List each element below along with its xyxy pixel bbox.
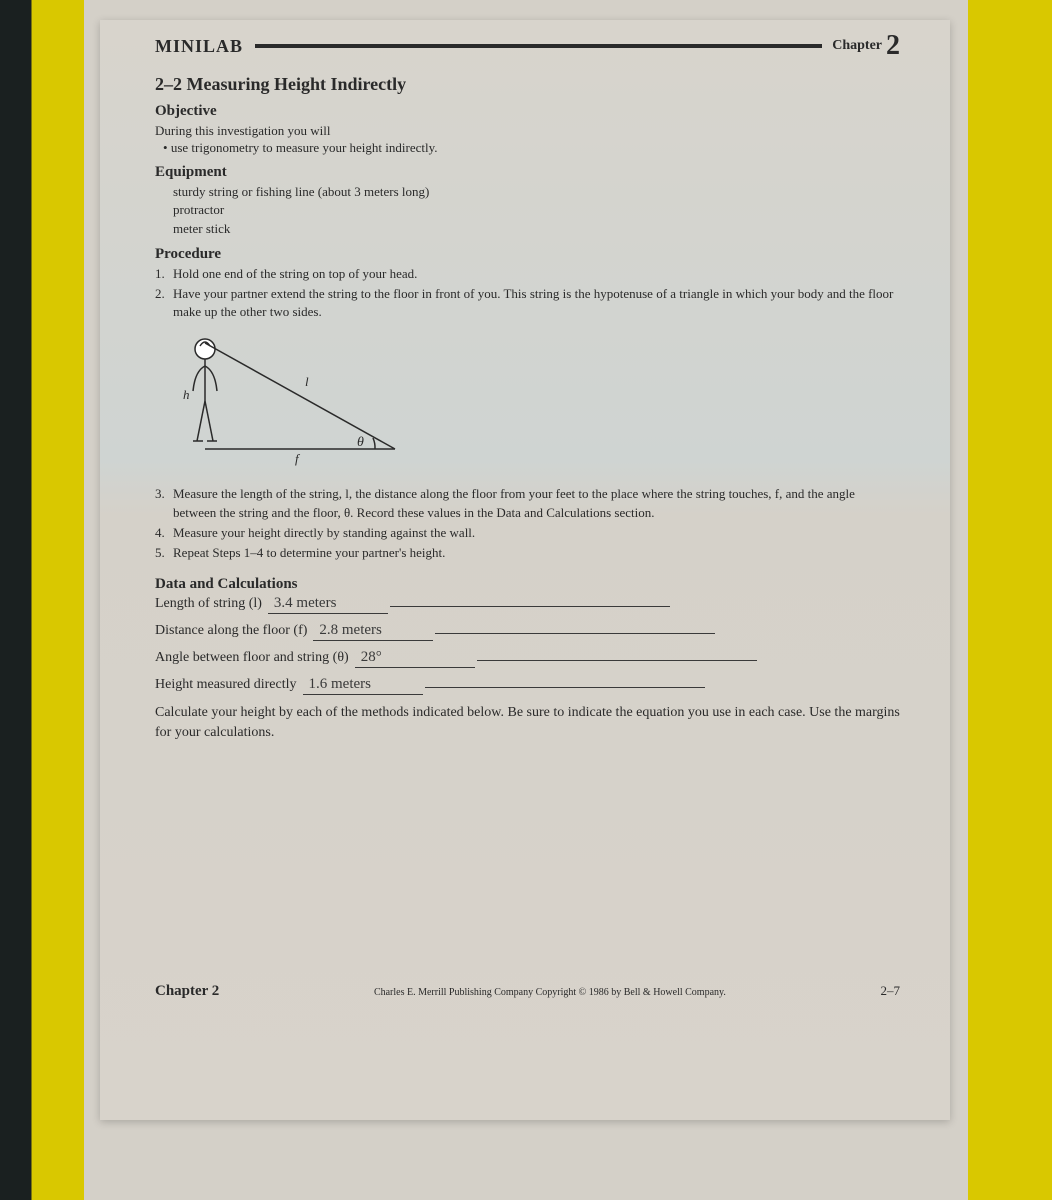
footer-copyright: Charles E. Merrill Publishing Company Co… [374,987,726,998]
equipment-item-1: protractor [155,201,900,219]
equipment-item-0: sturdy string or fishing line (about 3 m… [155,183,900,201]
objective-bullet: use trigonometry to measure your height … [155,140,900,156]
diagram-label-theta: θ [357,435,364,450]
data-label: Length of string (l) [155,596,262,612]
data-row: Length of string (l) 3.4 meters [155,595,900,614]
data-label: Distance along the floor (f) [155,623,307,639]
footer: Chapter 2 Charles E. Merrill Publishing … [155,983,900,1000]
procedure-step-text: Measure the length of the string, l, the… [173,485,900,521]
section-title: 2–2 Measuring Height Indirectly [155,74,900,95]
procedure-step: 2.Have your partner extend the string to… [155,285,900,321]
chapter-number: 2 [886,30,900,62]
diagram-label-f: f [295,451,301,466]
fill-line [435,633,715,634]
diagram-label-h: h [183,387,190,402]
calculation-instruction: Calculate your height by each of the met… [155,703,900,742]
procedure-step: 1.Hold one end of the string on top of y… [155,265,900,283]
footer-page: 2–7 [881,983,901,999]
procedure-step-text: Hold one end of the string on top of you… [173,265,417,283]
procedure-step-text: Measure your height directly by standing… [173,524,475,542]
objective-heading: Objective [155,103,900,120]
data-label: Angle between floor and string (θ) [155,650,349,666]
chapter-label: Chapter [832,38,882,54]
procedure-step: 3.Measure the length of the string, l, t… [155,485,900,521]
procedure-step: 4.Measure your height directly by standi… [155,524,900,542]
fill-line [425,687,705,688]
equipment-heading: Equipment [155,164,900,181]
procedure-step-text: Have your partner extend the string to t… [173,285,900,321]
data-value-handwritten: 1.6 meters [303,676,423,695]
data-value-handwritten: 28° [355,649,475,668]
data-value-handwritten: 3.4 meters [268,595,388,614]
header-rule [255,44,822,48]
triangle-diagram: h l f θ [175,331,900,471]
diagram-label-l: l [305,374,309,389]
procedure-list-cont: 3.Measure the length of the string, l, t… [155,485,900,562]
data-value-handwritten: 2.8 meters [313,622,433,641]
procedure-step: 5.Repeat Steps 1–4 to determine your par… [155,544,900,562]
data-row: Angle between floor and string (θ) 28° [155,649,900,668]
data-row: Distance along the floor (f) 2.8 meters [155,622,900,641]
fill-line [477,660,757,661]
header-row: MINILAB Chapter 2 [155,30,900,62]
worksheet-page: MINILAB Chapter 2 2–2 Measuring Height I… [100,20,950,1120]
procedure-list: 1.Hold one end of the string on top of y… [155,265,900,322]
data-row: Height measured directly 1.6 meters [155,676,900,695]
minilab-label: MINILAB [155,36,243,57]
footer-chapter: Chapter 2 [155,983,219,1000]
procedure-heading: Procedure [155,246,900,263]
procedure-step-text: Repeat Steps 1–4 to determine your partn… [173,544,445,562]
data-heading: Data and Calculations [155,576,900,593]
fill-line [390,606,670,607]
objective-intro: During this investigation you will [155,122,900,140]
data-label: Height measured directly [155,677,297,693]
equipment-item-2: meter stick [155,220,900,238]
